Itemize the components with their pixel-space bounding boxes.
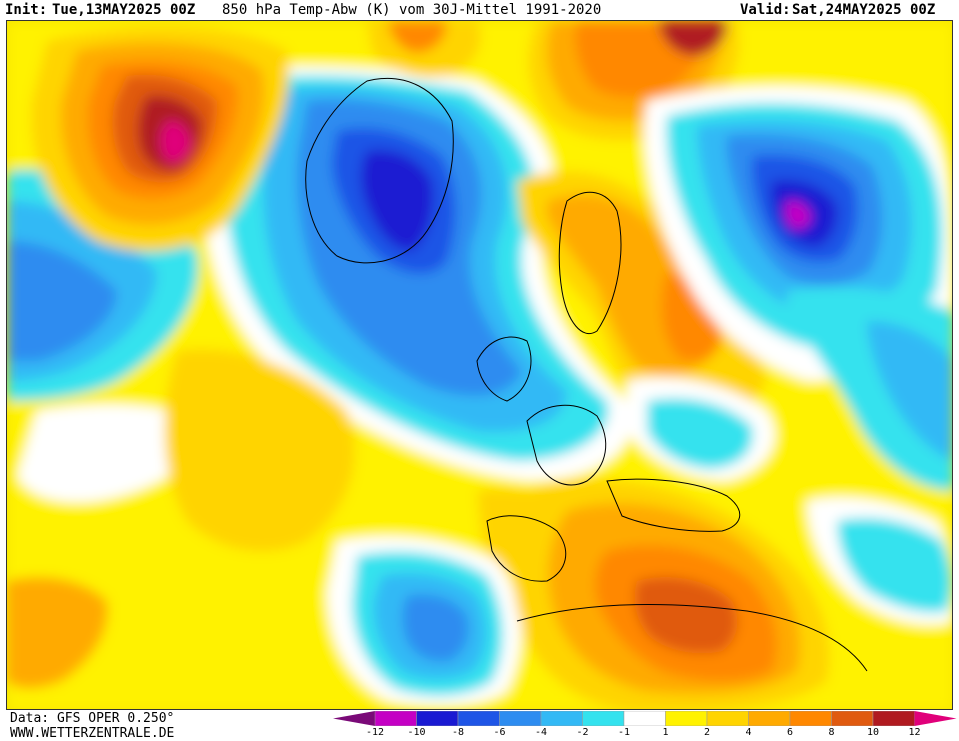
colorbar-tick-label: 10 [866,727,880,738]
temperature-anomaly-map [6,20,953,710]
init-label: Init: [5,2,48,18]
colorbar-tick-label: -8 [451,727,465,738]
init-value: Tue,13MAY2025 00Z [52,2,196,18]
colorbar-legend: -12 -10 -8 -6 -4 -2 -1 1 2 4 6 8 10 12 [333,710,959,738]
colorbar-tick-label: 6 [786,727,794,738]
colorbar-tick-label: -6 [493,727,506,738]
colorbar-tick-label: 8 [828,727,835,738]
colorbar-swatch [582,710,625,727]
colorbar-swatches [333,710,957,727]
colorbar-swatch [914,711,957,726]
colorbar-swatch [540,710,583,727]
colorbar-swatch [665,710,708,727]
colorbar-tick-label: 2 [703,727,711,738]
data-source-label: Data: GFS OPER 0.250° [10,711,175,726]
colorbar-swatch [623,710,666,727]
anomaly-field [7,21,952,709]
chart-title: 850 hPa Temp-Abw (K) vom 30J-Mittel 1991… [222,2,602,18]
colorbar-swatch [457,710,500,727]
colorbar-swatch [706,710,749,727]
valid-label: Valid: [740,2,791,18]
colorbar-tick-label: -10 [407,727,426,738]
chart-footer: Data: GFS OPER 0.250° WWW.WETTERZENTRALE… [0,710,959,741]
colorbar-tick-label: -1 [617,727,631,738]
valid-value: Sat,24MAY2025 00Z [792,2,936,18]
colorbar-swatch [872,710,915,727]
colorbar-swatch [831,710,874,727]
colorbar-swatch [333,711,375,726]
colorbar-tick-label: 1 [662,727,669,738]
website-label: WWW.WETTERZENTRALE.DE [10,726,175,741]
colorbar-tick-label: -2 [576,727,589,738]
colorbar-swatch [789,710,832,727]
colorbar-swatch [374,710,417,727]
coastlines [305,77,868,672]
colorbar-swatch [499,710,542,727]
colorbar-tick-label: -4 [534,727,548,738]
colorbar-tick-label: -12 [365,727,385,738]
colorbar-tick-label: 4 [745,727,752,738]
colorbar-swatch [416,710,459,727]
chart-header: Init: Tue,13MAY2025 00Z 850 hPa Temp-Abw… [0,0,959,20]
colorbar-swatch [748,710,791,727]
colorbar-tick-label: 12 [908,727,921,738]
